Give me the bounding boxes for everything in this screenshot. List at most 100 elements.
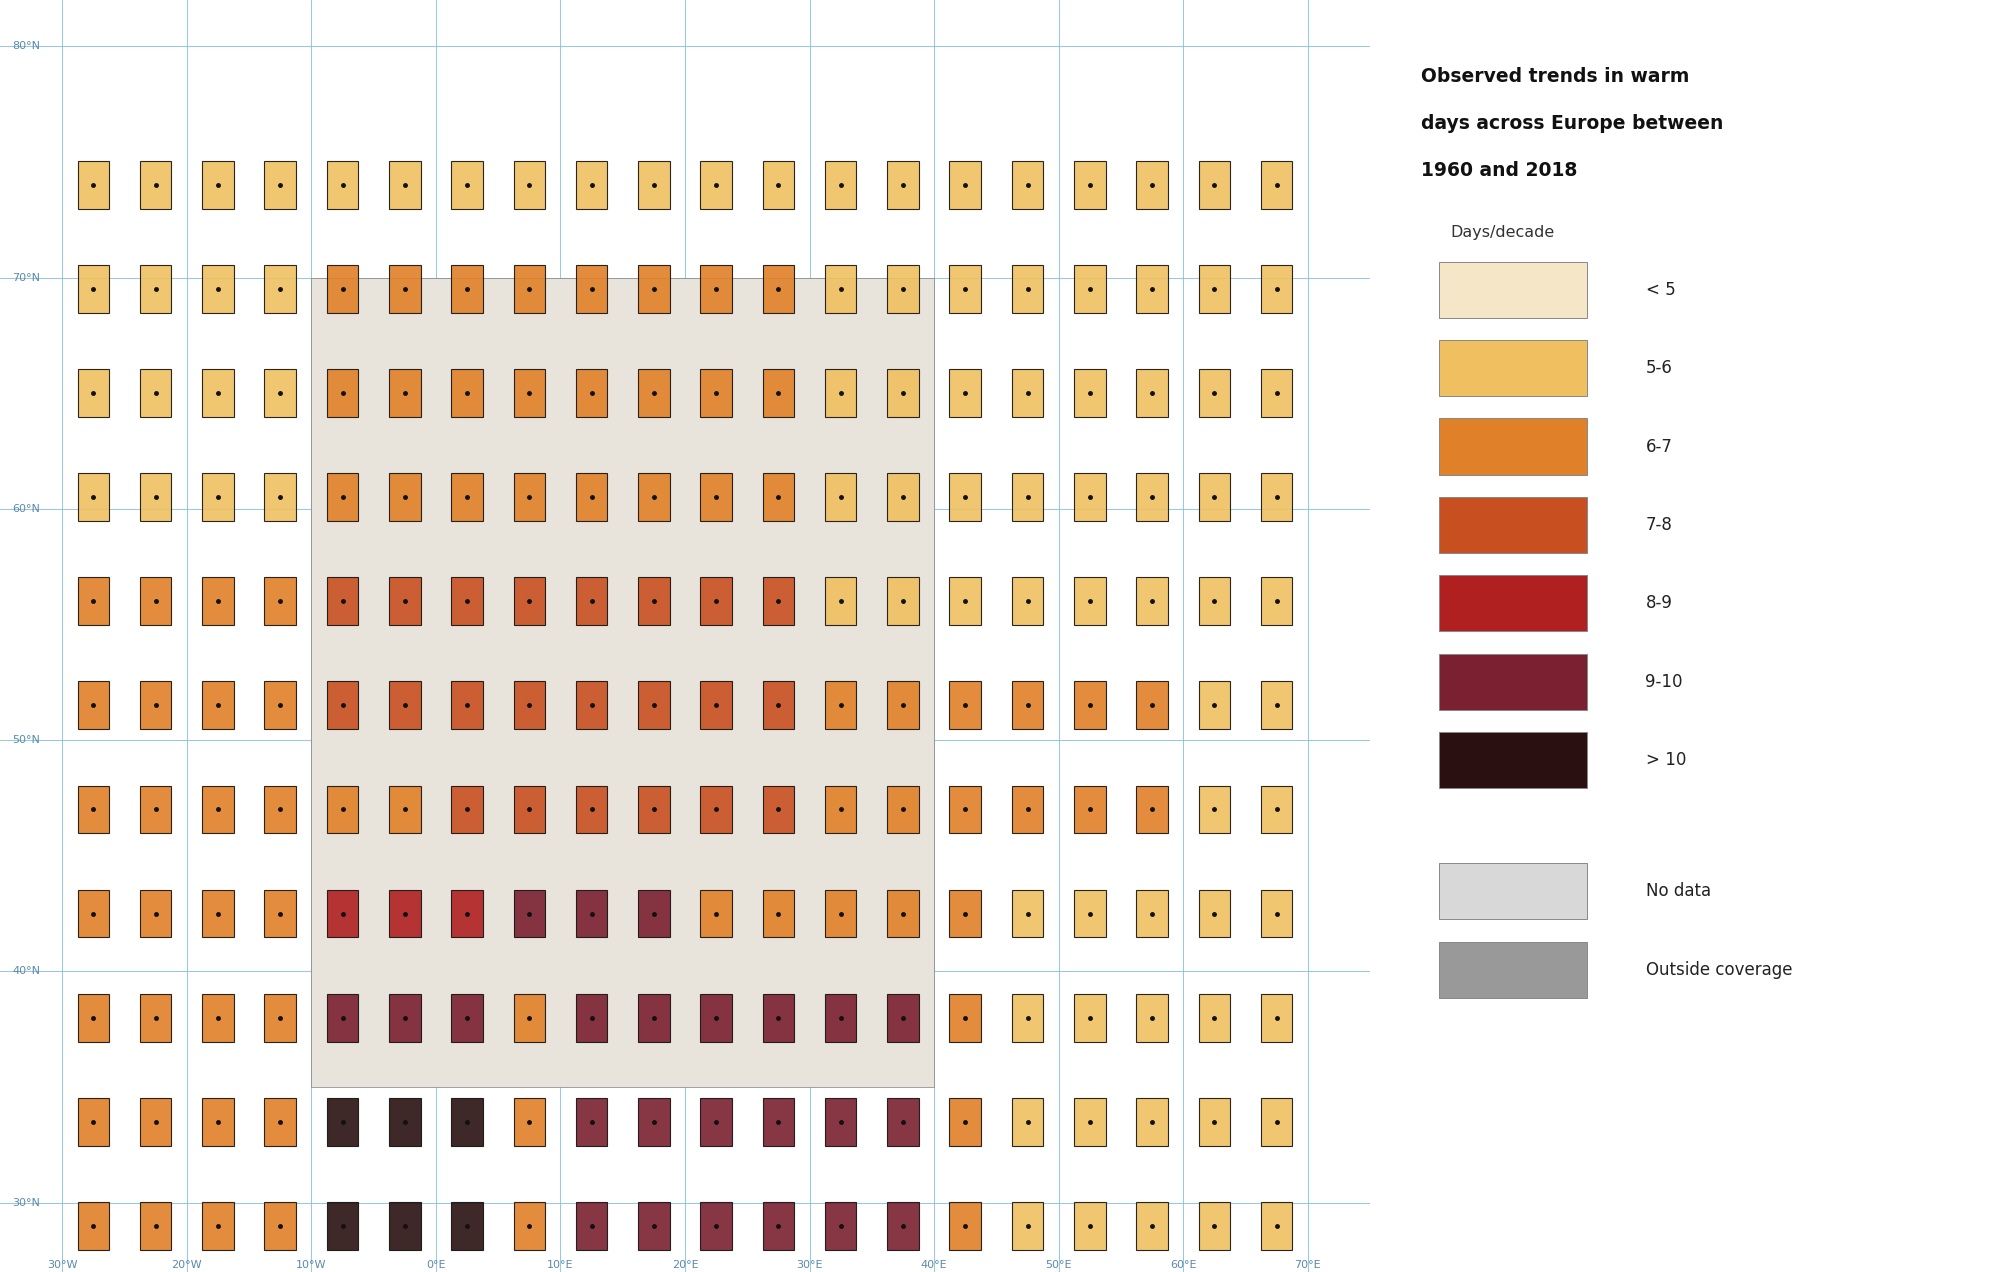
Bar [1260,577,1292,626]
FancyBboxPatch shape [1440,340,1586,397]
Bar [388,162,420,209]
Bar [824,369,856,417]
Bar [888,993,918,1042]
Bar [1260,1202,1292,1249]
Text: 30°E: 30°E [796,1261,822,1271]
Bar [638,1098,670,1146]
Text: 1960 and 2018: 1960 and 2018 [1422,162,1578,181]
Bar [140,1202,172,1249]
Bar [700,889,732,937]
Bar [1074,577,1106,626]
Bar [950,577,982,626]
Bar [202,889,234,937]
Text: 8-9: 8-9 [1646,594,1672,612]
Bar [326,889,358,937]
Bar [950,682,982,729]
Bar [1260,682,1292,729]
Bar [950,473,982,522]
Bar [514,265,546,313]
Bar [888,162,918,209]
Bar [78,1098,110,1146]
Bar [326,577,358,626]
Bar [140,265,172,313]
Bar [888,786,918,833]
Bar [452,993,482,1042]
Bar [326,1202,358,1249]
Bar [1074,1098,1106,1146]
Bar [326,265,358,313]
Bar [762,265,794,313]
Bar [312,277,934,1088]
Bar [1136,577,1168,626]
Bar [1198,682,1230,729]
Bar [264,473,296,522]
Bar [140,577,172,626]
FancyBboxPatch shape [1440,941,1586,997]
Bar [514,682,546,729]
Bar [514,993,546,1042]
Bar [576,265,608,313]
Text: 40°E: 40°E [920,1261,948,1271]
Bar [1198,162,1230,209]
Bar [950,786,982,833]
Bar [762,369,794,417]
Text: 70°E: 70°E [1294,1261,1322,1271]
Bar [762,577,794,626]
Bar [638,1202,670,1249]
Bar [78,993,110,1042]
Bar [824,1202,856,1249]
Text: 80°N: 80°N [12,41,40,51]
Bar [824,786,856,833]
Bar [326,162,358,209]
Bar [700,682,732,729]
Bar [950,369,982,417]
Bar [326,682,358,729]
Text: Days/decade: Days/decade [1450,225,1556,240]
Bar [888,1202,918,1249]
Bar [762,993,794,1042]
Bar [452,889,482,937]
FancyBboxPatch shape [1440,262,1586,318]
Bar [452,786,482,833]
Bar [1198,786,1230,833]
Bar [140,473,172,522]
Bar [140,162,172,209]
Bar [388,786,420,833]
Bar [576,1098,608,1146]
Bar [264,682,296,729]
Bar [452,1202,482,1249]
Bar [1012,682,1044,729]
Text: < 5: < 5 [1646,281,1676,299]
Bar [1260,369,1292,417]
Bar [452,682,482,729]
Text: 6-7: 6-7 [1646,438,1672,455]
Bar [1198,577,1230,626]
Bar [140,889,172,937]
Bar [576,993,608,1042]
Text: > 10: > 10 [1646,752,1686,770]
Bar [576,577,608,626]
Bar [1260,889,1292,937]
Bar [140,369,172,417]
Bar [326,369,358,417]
Bar [700,473,732,522]
Bar [1198,1202,1230,1249]
Bar [638,265,670,313]
Bar [514,1098,546,1146]
Bar [638,993,670,1042]
Text: 5-6: 5-6 [1646,359,1672,378]
Bar [576,1202,608,1249]
Bar [638,577,670,626]
Bar [514,889,546,937]
Bar [638,473,670,522]
Bar [452,265,482,313]
Bar [1012,577,1044,626]
Bar [1012,369,1044,417]
Bar [326,786,358,833]
Bar [824,577,856,626]
Text: 20°E: 20°E [672,1261,698,1271]
Bar [1136,889,1168,937]
Bar [1136,162,1168,209]
Text: 0°E: 0°E [426,1261,446,1271]
Bar [762,786,794,833]
